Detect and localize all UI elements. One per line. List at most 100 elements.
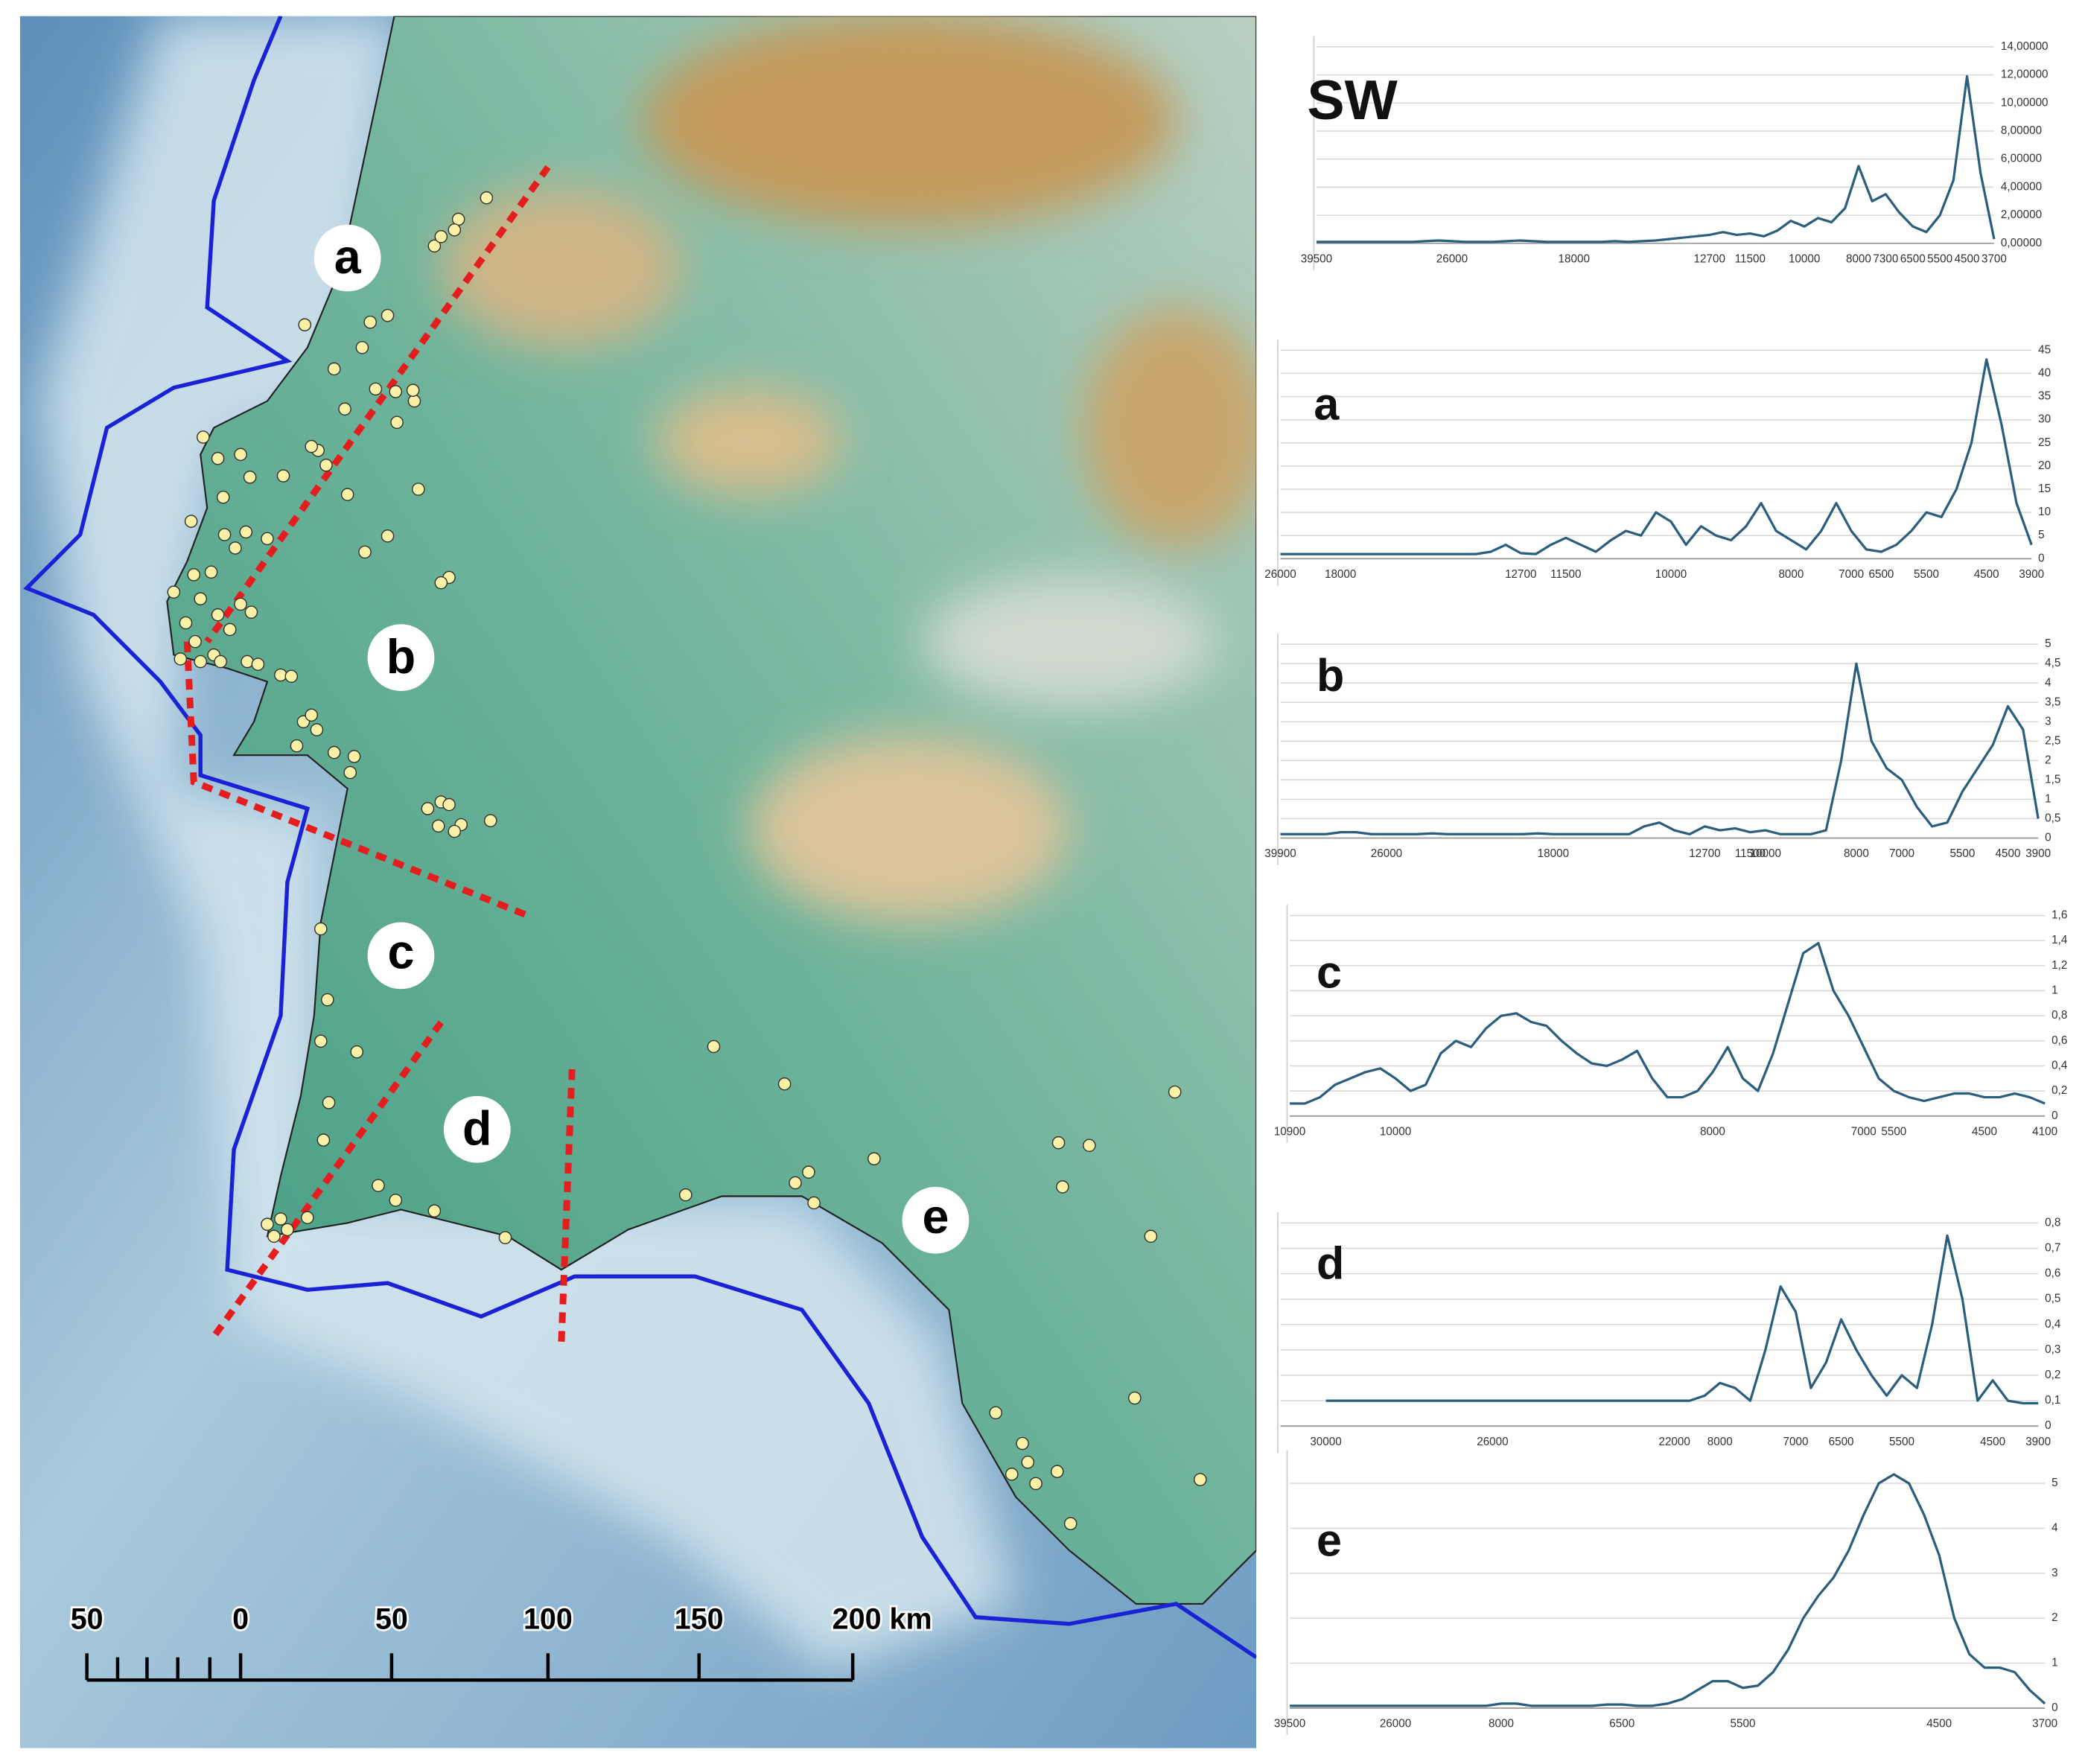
x-tick-label: 5500 xyxy=(1914,568,1939,581)
label-badge xyxy=(367,922,435,990)
site xyxy=(381,308,395,322)
x-tick-label: 3700 xyxy=(1981,252,2007,265)
x-tick-label: 5500 xyxy=(1949,847,1975,860)
site xyxy=(316,1133,331,1147)
x-tick-label: 26000 xyxy=(1264,568,1296,581)
y-tick-label: 3 xyxy=(2051,1567,2057,1579)
x-tick-label: 10000 xyxy=(1750,847,1781,860)
site xyxy=(216,490,230,504)
x-tick-label: 39500 xyxy=(1301,252,1332,265)
shelf xyxy=(39,16,1016,1671)
region-label: e xyxy=(922,1190,949,1244)
y-tick-label: 1,4 xyxy=(2051,934,2068,946)
site xyxy=(434,576,448,590)
y-tick-label: 3,5 xyxy=(2045,695,2060,708)
x-tick-label: 11500 xyxy=(1735,252,1766,265)
site xyxy=(363,315,377,329)
y-tick-label: 14,00000 xyxy=(2001,40,2049,53)
x-tick-label: 8000 xyxy=(1489,1717,1514,1730)
chart: 0 0,2 0,4 0,6 0,8 1 1,2 1,4 1,6 10900 10000 8000 700… xyxy=(1274,905,2068,1143)
label-badge xyxy=(443,1095,511,1163)
x-tick-label: 12700 xyxy=(1505,568,1536,581)
site xyxy=(480,191,494,205)
y-tick-label: 0,4 xyxy=(2051,1060,2068,1072)
y-tick-label: 8,00000 xyxy=(2001,124,2042,137)
site xyxy=(389,385,403,398)
site xyxy=(427,1204,442,1218)
x-tick-label: 4100 xyxy=(2032,1125,2057,1138)
x-tick-label: 7000 xyxy=(1851,1125,1876,1138)
y-tick-label: 10,00000 xyxy=(2001,96,2049,109)
site xyxy=(442,797,456,812)
x-tick-label: 11500 xyxy=(1550,568,1581,581)
site xyxy=(802,1165,815,1179)
x-tick-label: 6500 xyxy=(1868,568,1894,581)
site xyxy=(310,723,324,736)
site xyxy=(274,1212,287,1226)
y-tick-label: 20 xyxy=(2038,459,2051,472)
site xyxy=(347,750,361,763)
site xyxy=(261,1217,274,1231)
y-tick-label: 40 xyxy=(2038,366,2051,379)
x-tick-label: 3900 xyxy=(2025,847,2051,860)
x-tick-label: 5500 xyxy=(1731,1717,1756,1730)
site xyxy=(390,415,404,430)
y-tick-label: 0,8 xyxy=(2045,1216,2060,1229)
x-tick-label: 6500 xyxy=(1609,1717,1634,1730)
region-label: a xyxy=(334,230,362,284)
chart: 0 0,5 1 1,5 2 2,5 3 3,5 4 4,5 5 39900 26000 18000 1270… xyxy=(1264,633,2060,865)
y-tick-label: 3 xyxy=(2045,715,2051,727)
series-line xyxy=(1316,74,1996,243)
y-tick-label: 1 xyxy=(2045,792,2051,805)
site xyxy=(234,597,247,611)
scale-bar xyxy=(85,1653,855,1682)
y-tick-label: 0 xyxy=(2051,1701,2057,1714)
site xyxy=(197,430,210,444)
site xyxy=(284,669,299,684)
y-tick-label: 1 xyxy=(2051,984,2057,997)
site xyxy=(350,1045,364,1059)
site xyxy=(1051,1136,1066,1150)
region-label: d xyxy=(462,1101,491,1155)
site xyxy=(244,605,258,619)
y-tick-label: 4,5 xyxy=(2045,657,2060,669)
site xyxy=(1021,1455,1035,1469)
label-badge xyxy=(367,624,435,692)
site xyxy=(320,993,334,1007)
site xyxy=(448,824,462,838)
site xyxy=(1063,1517,1077,1531)
y-tick-label: 0,1 xyxy=(2045,1394,2060,1407)
x-tick-label: 22000 xyxy=(1658,1436,1690,1448)
highland xyxy=(655,387,842,495)
scale-label: 100 xyxy=(523,1603,573,1636)
site xyxy=(1029,1477,1042,1491)
site xyxy=(217,528,232,541)
series-line xyxy=(1280,662,2040,835)
site xyxy=(707,1039,721,1054)
site xyxy=(483,814,497,827)
site xyxy=(243,471,257,484)
x-tick-label: 4500 xyxy=(1980,1436,2005,1448)
shelf-edge xyxy=(23,16,1257,1659)
y-tick-label: 0 xyxy=(2045,831,2051,844)
site xyxy=(431,819,445,833)
x-tick-label: 6500 xyxy=(1829,1436,1854,1448)
site xyxy=(313,1034,328,1048)
x-tick-label: 18000 xyxy=(1559,252,1590,265)
charts: 0,00000 2,00000 4,00000 6,00000 8,00000 10,00… xyxy=(1264,36,2068,1735)
region-label: c xyxy=(387,925,414,978)
y-tick-label: 5 xyxy=(2051,1477,2057,1489)
site xyxy=(211,608,225,622)
site xyxy=(989,1406,1002,1420)
site xyxy=(1168,1085,1182,1099)
x-tick-label: 10000 xyxy=(1380,1125,1411,1138)
site xyxy=(281,1223,294,1237)
x-tick-label: 39900 xyxy=(1264,847,1296,860)
y-tick-label: 0 xyxy=(2045,1419,2051,1432)
x-tick-label: 7000 xyxy=(1783,1436,1809,1448)
site xyxy=(239,525,253,539)
site xyxy=(372,1179,385,1192)
y-tick-label: 1,5 xyxy=(2045,773,2060,786)
x-tick-label: 26000 xyxy=(1380,1717,1411,1730)
x-tick-label: 4500 xyxy=(1972,1125,1997,1138)
